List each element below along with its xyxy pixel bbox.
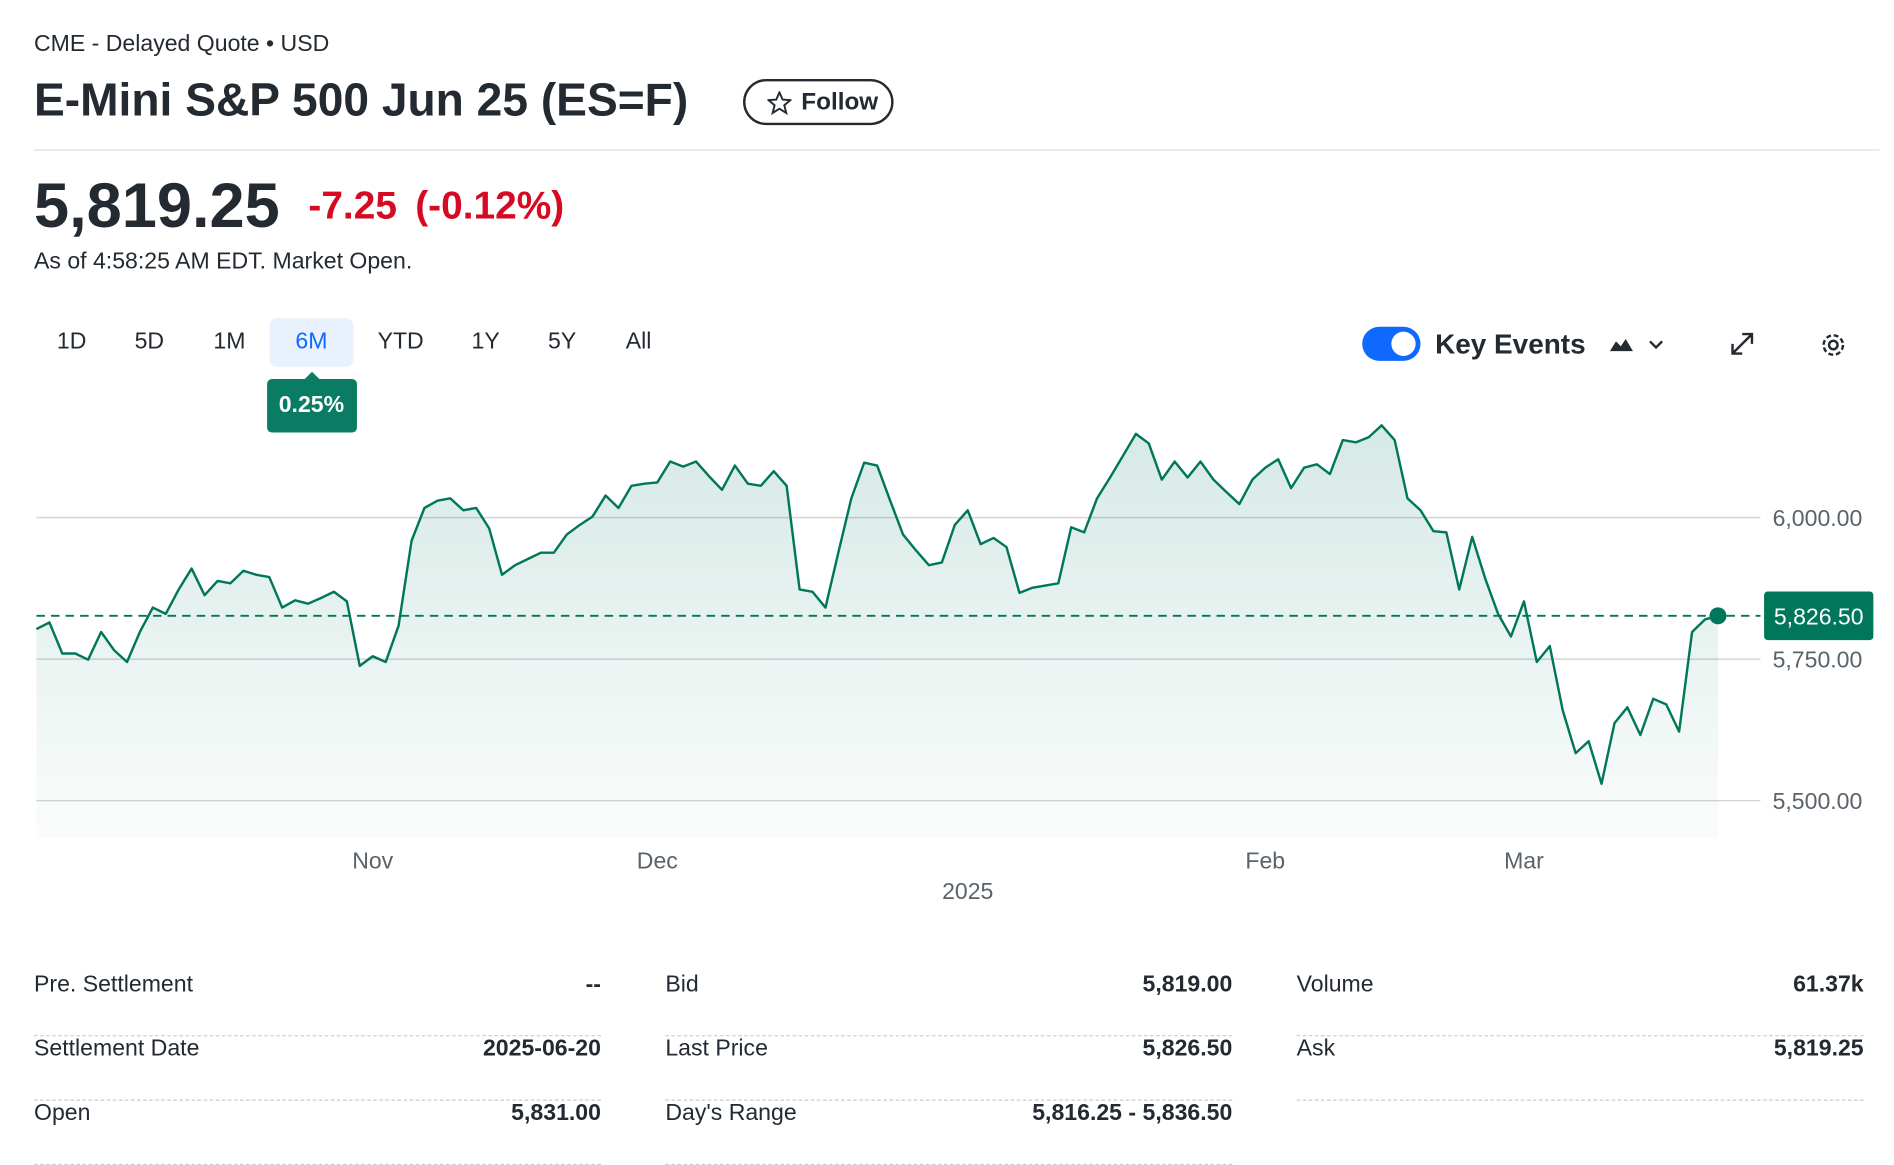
- range-tab[interactable]: All: [625, 329, 652, 355]
- range-tab[interactable]: 5D: [134, 329, 165, 355]
- stat-label: Day's Range: [665, 1100, 797, 1127]
- price-chart: 5,500.00 5,750.00 6,000.00 Nov Dec 2025 Feb Mar…: [35, 424, 1874, 904]
- price: 5,819.25: [33, 171, 280, 242]
- last-price-label: 5,826.50: [1774, 603, 1864, 629]
- stat-label: Open: [33, 1100, 91, 1127]
- stat-row: Last Price 5,826.50: [665, 1036, 1233, 1101]
- stat-label: Bid: [665, 971, 699, 998]
- range-tab[interactable]: 6M: [269, 318, 354, 367]
- star-icon: [767, 91, 792, 116]
- stat-label: Volume: [1296, 971, 1374, 998]
- x-tick-label: Dec: [637, 848, 678, 874]
- range-tab[interactable]: YTD: [377, 329, 424, 355]
- stat-row: Bid 5,819.00: [665, 971, 1233, 1037]
- x-tick-label: Nov: [352, 848, 393, 874]
- range-tab[interactable]: 1D: [56, 329, 87, 355]
- stat-row: Pre. Settlement --: [33, 971, 601, 1037]
- stat-row: Volume 61.37k: [1296, 971, 1864, 1037]
- stat-value: 5,826.50: [1142, 1036, 1233, 1062]
- x-year-label: 2025: [942, 878, 993, 904]
- last-price-box: [1764, 591, 1874, 641]
- badge-pointer: [304, 371, 319, 380]
- x-tick-label: Mar: [1504, 848, 1544, 874]
- range-tab[interactable]: 1M: [213, 329, 246, 355]
- stat-value: 5,819.00: [1142, 971, 1233, 998]
- chart-type-menu[interactable]: [1609, 333, 1667, 357]
- stat-value: 2025-06-20: [482, 1036, 601, 1062]
- range-tab[interactable]: 5Y: [548, 329, 577, 355]
- y-tick-label: 6,000.00: [1773, 505, 1863, 531]
- x-tick-label: Feb: [1245, 848, 1285, 874]
- y-tick-label: 5,750.00: [1773, 647, 1863, 673]
- area-fill: [36, 425, 1718, 839]
- stat-row: Ask 5,819.25: [1296, 1036, 1864, 1101]
- stat-label: Ask: [1296, 1036, 1336, 1062]
- range-change-badge: 0.25%: [266, 379, 357, 433]
- stat-value: --: [585, 971, 601, 998]
- range-tab[interactable]: 1Y: [471, 329, 500, 355]
- stat-value: 5,831.00: [511, 1100, 601, 1127]
- source: CME - Delayed Quote • USD: [33, 31, 330, 58]
- key-events-toggle[interactable]: [1362, 326, 1421, 361]
- stat-label: Settlement Date: [33, 1036, 200, 1062]
- y-tick-label: 5,500.00: [1773, 788, 1863, 814]
- stat-label: Last Price: [665, 1036, 768, 1062]
- stat-value: 5,816.25 - 5,836.50: [1032, 1100, 1233, 1127]
- divider: [33, 149, 1880, 151]
- stat-row: Day's Range 5,816.25 - 5,836.50: [665, 1100, 1233, 1165]
- follow-button[interactable]: Follow: [743, 78, 894, 126]
- stat-row: Settlement Date 2025-06-20: [33, 1036, 601, 1101]
- change-percent: (-0.12%): [415, 183, 565, 228]
- change: -7.25: [308, 183, 397, 228]
- stat-value: 61.37k: [1793, 971, 1864, 998]
- title: E-Mini S&P 500 Jun 25 (ES=F): [33, 75, 689, 127]
- follow-label: Follow: [801, 88, 879, 116]
- stat-value: 5,819.25: [1773, 1036, 1864, 1062]
- stat-row: Open 5,831.00: [33, 1100, 601, 1165]
- settings-icon[interactable]: [1819, 330, 1848, 359]
- as-of: As of 4:58:25 AM EDT. Market Open.: [33, 249, 413, 275]
- price-line: [35, 424, 1719, 785]
- key-events-label: Key Events: [1435, 328, 1586, 360]
- stat-label: Pre. Settlement: [33, 971, 193, 998]
- expand-icon[interactable]: [1729, 330, 1756, 357]
